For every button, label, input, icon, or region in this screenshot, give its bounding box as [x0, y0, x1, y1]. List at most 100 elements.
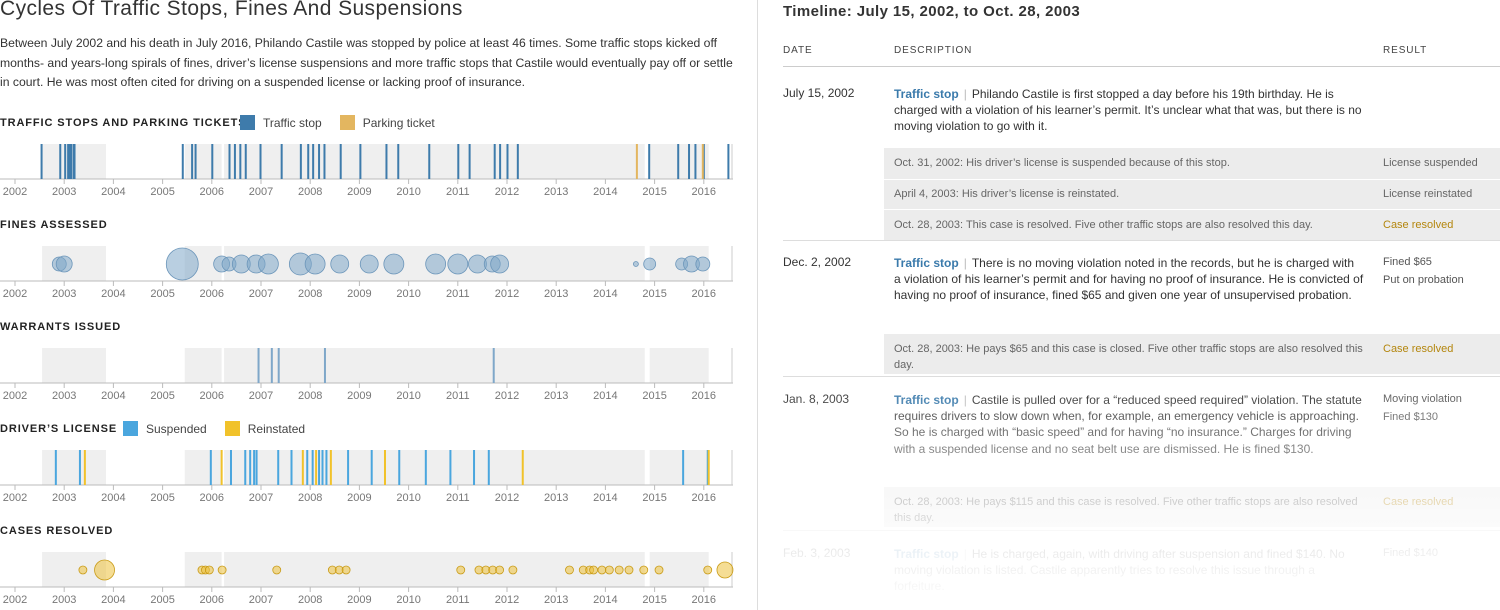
bubble	[272, 565, 282, 575]
tick-label: 2005	[150, 492, 174, 504]
bubble	[55, 255, 73, 273]
shaded-period	[42, 450, 107, 485]
tick-label: 2014	[593, 594, 617, 606]
tick-label: 2009	[347, 594, 371, 606]
tick-label: 2012	[495, 186, 519, 198]
entry-description: Traffic stop | He is charged, again, with …	[894, 547, 1345, 594]
event-tick	[516, 144, 519, 179]
event-tick	[457, 144, 460, 179]
traffic-stops-chart: 2002 2003 2004 2005 2006 2007 2008 2009 2010 2011…	[0, 144, 733, 198]
subrow-result: Case resolved	[1383, 496, 1454, 508]
bubble	[565, 565, 574, 575]
tick-label: 2014	[593, 492, 617, 504]
event-tick	[244, 144, 247, 179]
warrants-chart: 2002 2003 2004 2005 2006 2007 2008 2009 2010 2011…	[0, 348, 733, 402]
event-tick	[370, 450, 373, 485]
traffic-stop-swatch	[240, 115, 255, 130]
event-tick	[694, 144, 697, 179]
tick-label: 2008	[298, 390, 322, 402]
event-tick	[727, 144, 730, 179]
bubble	[359, 254, 379, 274]
bubble	[490, 254, 510, 274]
tick-label: 2002	[3, 288, 27, 300]
tick-label: 2004	[101, 594, 125, 606]
event-tick	[677, 144, 680, 179]
bubble	[257, 253, 279, 275]
tick-label: 2012	[495, 594, 519, 606]
shaded-period	[42, 348, 107, 383]
event-tick	[239, 144, 242, 179]
event-tick	[229, 450, 232, 485]
bubble	[703, 565, 713, 575]
event-tick	[311, 450, 314, 485]
bubble	[78, 565, 88, 575]
entry-result-2: Put on probation	[1383, 274, 1464, 286]
subrow-result: License suspended	[1383, 157, 1478, 169]
bubble	[597, 565, 607, 575]
event-tick	[315, 450, 318, 485]
bubble	[341, 565, 351, 575]
subrow-text: Oct. 28, 2003: He pays $115 and this cas…	[894, 496, 1358, 524]
tick-label: 2009	[347, 492, 371, 504]
bubble	[654, 565, 664, 575]
event-tick	[323, 144, 326, 179]
event-tick	[329, 450, 332, 485]
event-tick	[359, 144, 362, 179]
event-tick	[682, 450, 685, 485]
event-tick	[428, 144, 431, 179]
bubble	[508, 565, 518, 575]
legend-traffic-stop: Traffic stop	[263, 115, 322, 130]
tick-label: 2015	[642, 594, 666, 606]
event-subrow: Oct. 31, 2002: His driver’s license is s…	[884, 148, 1500, 179]
tick-label: 2013	[544, 390, 568, 402]
shaded-period	[184, 144, 222, 179]
event-tick	[301, 450, 304, 485]
tick-label: 2015	[642, 186, 666, 198]
event-tick	[318, 450, 321, 485]
event-tick	[499, 144, 502, 179]
tick-label: 2009	[347, 186, 371, 198]
bubble	[425, 253, 447, 275]
event-tick	[270, 348, 273, 383]
suspended-swatch	[123, 421, 138, 436]
event-tick	[233, 144, 236, 179]
tick-label: 2011	[446, 390, 470, 402]
event-tick	[277, 450, 280, 485]
tick-label: 2005	[150, 288, 174, 300]
shaded-period	[42, 246, 107, 281]
legend-parking-ticket: Parking ticket	[362, 115, 435, 130]
tick-label: 2015	[642, 390, 666, 402]
tick-label: 2003	[52, 288, 76, 300]
tick-label: 2012	[495, 390, 519, 402]
bubble	[604, 565, 614, 575]
header-rule	[783, 66, 1500, 67]
entry-date: Feb. 3, 2003	[783, 546, 851, 560]
event-tick	[325, 450, 328, 485]
tick-label: 2012	[495, 492, 519, 504]
event-tick	[40, 144, 43, 179]
bubble	[468, 254, 487, 274]
reinstated-swatch	[224, 421, 240, 436]
bubble	[695, 256, 711, 272]
tick-label: 2006	[200, 492, 224, 504]
timeline-panel[interactable]: Timeline: July 15, 2002, to Oct. 28, 200…	[758, 0, 1500, 610]
event-tick	[506, 144, 509, 179]
event-tick	[181, 144, 184, 179]
event-tick	[280, 144, 283, 179]
event-tick	[339, 144, 342, 179]
tick-label: 2015	[642, 492, 666, 504]
entry-result-1: Fined $65	[1383, 256, 1432, 268]
bubble	[716, 561, 734, 579]
bubble	[204, 565, 214, 575]
tick-label: 2003	[52, 594, 76, 606]
bubble	[639, 565, 649, 575]
entry-result-2: Fined $130	[1383, 411, 1439, 423]
bubble	[643, 257, 657, 271]
shaded-period	[649, 450, 709, 485]
entry-description: Traffic stop | Philando Castile is first s…	[894, 87, 1362, 134]
tick-label: 2008	[298, 594, 322, 606]
tick-label: 2015	[642, 288, 666, 300]
bubble	[589, 565, 598, 575]
tick-label: 2003	[52, 390, 76, 402]
subrow-text: Oct. 31, 2002: His driver’s license is s…	[894, 157, 1230, 169]
